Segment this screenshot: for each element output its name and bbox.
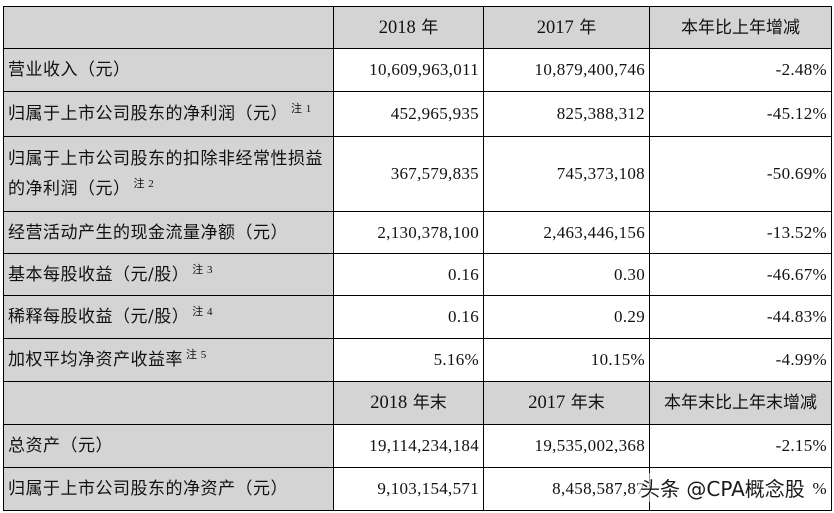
table-row: 归属于上市公司股东的净资产（元） 9,103,154,571 8,458,587… (3, 467, 832, 511)
value-2017: 0.30 (483, 253, 650, 296)
value-2018: 5.16% (333, 338, 484, 382)
value-2018: 2,130,378,100 (333, 211, 484, 254)
footnote-marker: 注 2 (133, 178, 155, 190)
footnote-marker: 注 5 (186, 349, 207, 361)
header-2018: 2018 年 (333, 6, 484, 49)
value-2017: 2,463,446,156 (483, 211, 650, 254)
table-row: 稀释每股收益（元/股）注 4 0.16 0.29 -44.83% (3, 295, 832, 339)
value-change: -2.15% (649, 424, 832, 468)
value-change: -4.99% (649, 338, 832, 382)
table-row: 归属于上市公司股东的扣除非经常性损益的净利润（元）注 2 367,579,835… (3, 136, 832, 212)
header-row-annual: 2018 年 2017 年 本年比上年增减 (3, 6, 832, 49)
value-change: -46.67% (649, 253, 832, 296)
table-row: 总资产（元） 19,114,234,184 19,535,002,368 -2.… (3, 424, 832, 468)
header-2017-year-end: 2017 年末 (483, 381, 650, 425)
value-2017: 19,535,002,368 (483, 424, 650, 468)
footnote-marker: 注 3 (192, 263, 213, 276)
table-row: 经营活动产生的现金流量净额（元） 2,130,378,100 2,463,446… (3, 211, 832, 254)
row-label-revenue: 营业收入（元） (3, 48, 334, 92)
row-label-diluted-eps: 稀释每股收益（元/股）注 4 (3, 295, 334, 339)
table-row: 营业收入（元） 10,609,963,011 10,879,400,746 -2… (3, 48, 832, 92)
value-2018: 0.16 (333, 295, 484, 339)
value-2017: 825,388,312 (483, 91, 650, 137)
row-label-net-assets: 归属于上市公司股东的净资产（元） (3, 467, 334, 511)
table-row: 加权平均净资产收益率注 5 5.16% 10.15% -4.99% (3, 338, 832, 382)
value-2017: 10.15% (483, 338, 650, 382)
header-blank-cell (3, 6, 334, 49)
row-label-total-assets: 总资产（元） (3, 424, 334, 468)
value-change: -2.48% (649, 48, 832, 92)
value-2017: 745,373,108 (483, 136, 650, 212)
value-change: -44.83% (649, 295, 832, 339)
header-row-year-end: 2018 年末 2017 年末 本年末比上年末增减 (3, 381, 832, 425)
row-label-basic-eps: 基本每股收益（元/股）注 3 (3, 253, 334, 296)
table-row: 基本每股收益（元/股）注 3 0.16 0.30 -46.67% (3, 253, 832, 296)
value-2018: 452,965,935 (333, 91, 484, 137)
value-2018: 10,609,963,011 (333, 48, 484, 92)
value-2018: 367,579,835 (333, 136, 484, 212)
header-year-end-change: 本年末比上年末增减 (649, 381, 832, 425)
value-2017: 0.29 (483, 295, 650, 339)
value-change: -13.52% (649, 211, 832, 254)
row-label-weighted-roe: 加权平均净资产收益率注 5 (3, 338, 334, 382)
row-label-net-profit-excl-nonrecurring: 归属于上市公司股东的扣除非经常性损益的净利润（元）注 2 (3, 136, 334, 212)
value-change: -50.69% (649, 136, 832, 212)
header-2017: 2017 年 (483, 6, 650, 49)
table-row: 归属于上市公司股东的净利润（元）注 1 452,965,935 825,388,… (3, 91, 832, 137)
financial-summary-table: 2018 年 2017 年 本年比上年增减 营业收入（元） 10,609,963… (3, 6, 832, 511)
header-2018-year-end: 2018 年末 (333, 381, 484, 425)
footnote-marker: 注 4 (192, 306, 213, 318)
source-watermark: 头条 @CPA概念股 (638, 473, 807, 502)
row-label-net-profit: 归属于上市公司股东的净利润（元）注 1 (3, 91, 334, 137)
value-change: -45.12% (649, 91, 832, 137)
value-2017: 8,458,587,87 (483, 467, 650, 511)
header-yoy-change: 本年比上年增减 (649, 6, 832, 49)
value-2018: 9,103,154,571 (333, 467, 484, 511)
footnote-marker: 注 1 (291, 103, 312, 115)
value-2018: 0.16 (333, 253, 484, 296)
row-label-operating-cash-flow: 经营活动产生的现金流量净额（元） (3, 211, 334, 254)
value-2018: 19,114,234,184 (333, 424, 484, 468)
header-blank-cell (3, 381, 334, 425)
value-2017: 10,879,400,746 (483, 48, 650, 92)
